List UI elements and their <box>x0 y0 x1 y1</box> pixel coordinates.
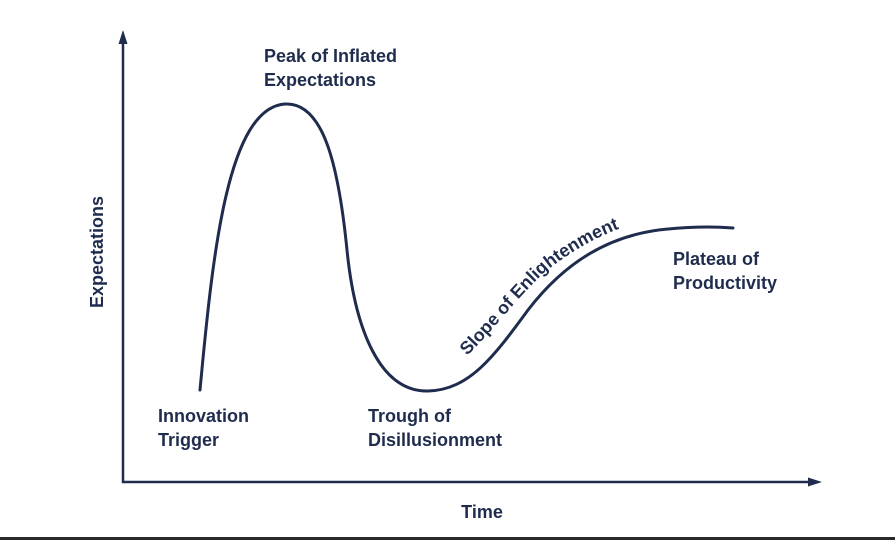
peak-label-line1: Peak of Inflated <box>264 46 397 66</box>
innovation-trigger-label-line2: Trigger <box>158 430 219 450</box>
plateau-label-line2: Productivity <box>673 273 777 293</box>
x-axis-arrowhead <box>808 477 822 487</box>
bottom-border <box>0 537 895 540</box>
y-axis-arrowhead <box>118 30 128 44</box>
x-axis-label: Time <box>461 502 503 522</box>
trough-label-line2: Disillusionment <box>368 430 502 450</box>
plateau-label-line1: Plateau of <box>673 249 760 269</box>
peak-label-line2: Expectations <box>264 70 376 90</box>
trough-label-line1: Trough of <box>368 406 452 426</box>
hype-curve <box>198 102 735 393</box>
y-axis-label: Expectations <box>87 196 107 308</box>
slope-of-enlightenment-label: Slope of Enlightenment <box>456 214 621 359</box>
innovation-trigger-label-line1: Innovation <box>158 406 249 426</box>
